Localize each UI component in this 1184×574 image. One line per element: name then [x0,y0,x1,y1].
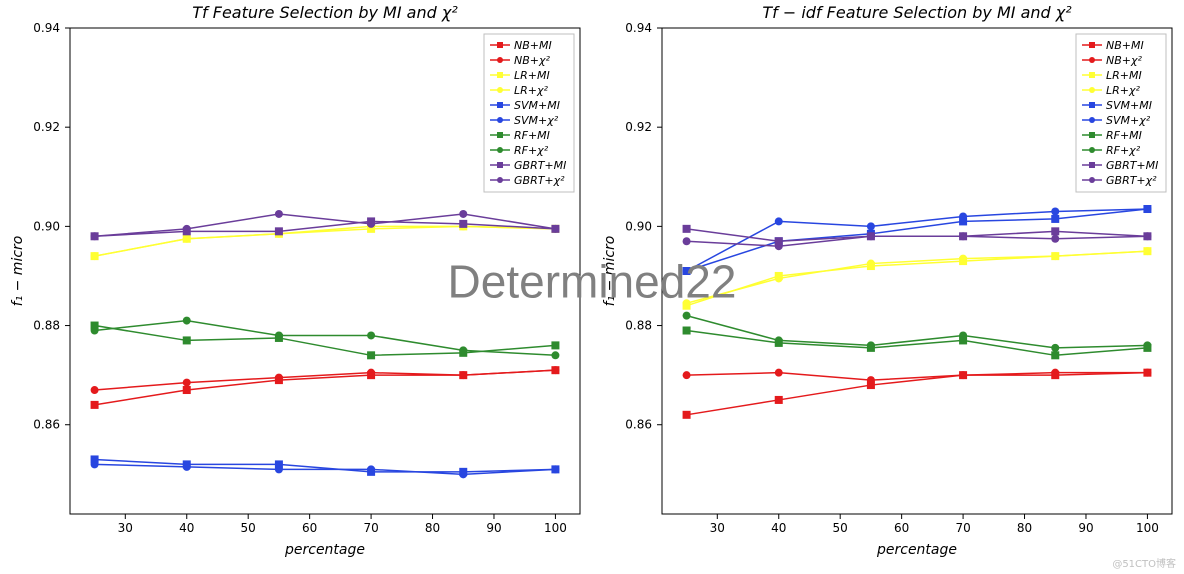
svg-text:percentage: percentage [876,542,957,558]
svg-text:100: 100 [1136,521,1159,535]
svg-text:LR+MI: LR+MI [1106,69,1142,82]
svg-text:NB+χ²: NB+χ² [1106,54,1143,67]
svg-text:SVM+MI: SVM+MI [1106,99,1152,112]
svg-text:70: 70 [955,521,970,535]
svg-text:GBRT+MI: GBRT+MI [514,159,566,172]
svg-text:90: 90 [1078,521,1093,535]
panels-container: 30 40 50 60 70 80 90 100 0.86 0.88 0.90 0.92 0.94 Tf … [0,0,1184,574]
footer-watermark: @51CTO博客 [1112,555,1176,570]
svg-text:0.92: 0.92 [33,120,60,134]
svg-text:GBRT+MI: GBRT+MI [1106,159,1158,172]
right-panel: 30 40 50 60 70 80 90 100 0.86 0.88 0.90 0.92 0.94 Tf … [592,0,1184,574]
svg-text:SVM+χ²: SVM+χ² [514,114,559,127]
right-chart-svg: 30 40 50 60 70 80 90 100 0.86 0.88 0.90 0.92 0.94 Tf … [592,0,1184,574]
svg-text:f₁ − micro: f₁ − micro [602,236,618,307]
svg-text:80: 80 [425,521,440,535]
svg-text:60: 60 [302,521,317,535]
svg-text:70: 70 [363,521,378,535]
svg-text:f₁ − micro: f₁ − micro [10,236,26,307]
svg-text:LR+MI: LR+MI [514,69,550,82]
svg-text:0.88: 0.88 [33,319,60,333]
svg-text:0.94: 0.94 [33,21,60,35]
svg-text:NB+MI: NB+MI [514,39,552,52]
svg-text:30: 30 [118,521,133,535]
svg-text:NB+χ²: NB+χ² [514,54,551,67]
svg-text:0.94: 0.94 [625,21,652,35]
svg-text:SVM+χ²: SVM+χ² [1106,114,1151,127]
svg-text:0.90: 0.90 [33,219,60,233]
svg-text:RF+MI: RF+MI [1106,129,1142,142]
svg-text:LR+χ²: LR+χ² [514,84,548,97]
svg-text:GBRT+χ²: GBRT+χ² [1106,174,1157,187]
svg-text:80: 80 [1017,521,1032,535]
left-panel: 30 40 50 60 70 80 90 100 0.86 0.88 0.90 0.92 0.94 Tf … [0,0,592,574]
svg-text:Tf Feature Selection by MI and: Tf Feature Selection by MI and χ² [192,3,458,22]
svg-text:0.86: 0.86 [625,418,652,432]
svg-text:Tf − idf Feature Selection by: Tf − idf Feature Selection by MI and χ² [762,3,1072,22]
svg-text:0.92: 0.92 [625,120,652,134]
svg-text:40: 40 [771,521,786,535]
svg-text:GBRT+χ²: GBRT+χ² [514,174,565,187]
svg-text:LR+χ²: LR+χ² [1106,84,1140,97]
svg-text:percentage: percentage [284,542,365,558]
svg-text:60: 60 [894,521,909,535]
svg-text:30: 30 [710,521,725,535]
svg-text:40: 40 [179,521,194,535]
svg-text:50: 50 [833,521,848,535]
svg-text:0.86: 0.86 [33,418,60,432]
svg-text:100: 100 [544,521,567,535]
svg-text:0.90: 0.90 [625,219,652,233]
svg-text:NB+MI: NB+MI [1106,39,1144,52]
svg-text:0.88: 0.88 [625,319,652,333]
svg-text:90: 90 [486,521,501,535]
svg-text:RF+χ²: RF+χ² [1106,144,1141,157]
svg-text:RF+MI: RF+MI [514,129,550,142]
left-chart-svg: 30 40 50 60 70 80 90 100 0.86 0.88 0.90 0.92 0.94 Tf … [0,0,592,574]
svg-text:SVM+MI: SVM+MI [514,99,560,112]
svg-text:50: 50 [241,521,256,535]
svg-text:RF+χ²: RF+χ² [514,144,549,157]
